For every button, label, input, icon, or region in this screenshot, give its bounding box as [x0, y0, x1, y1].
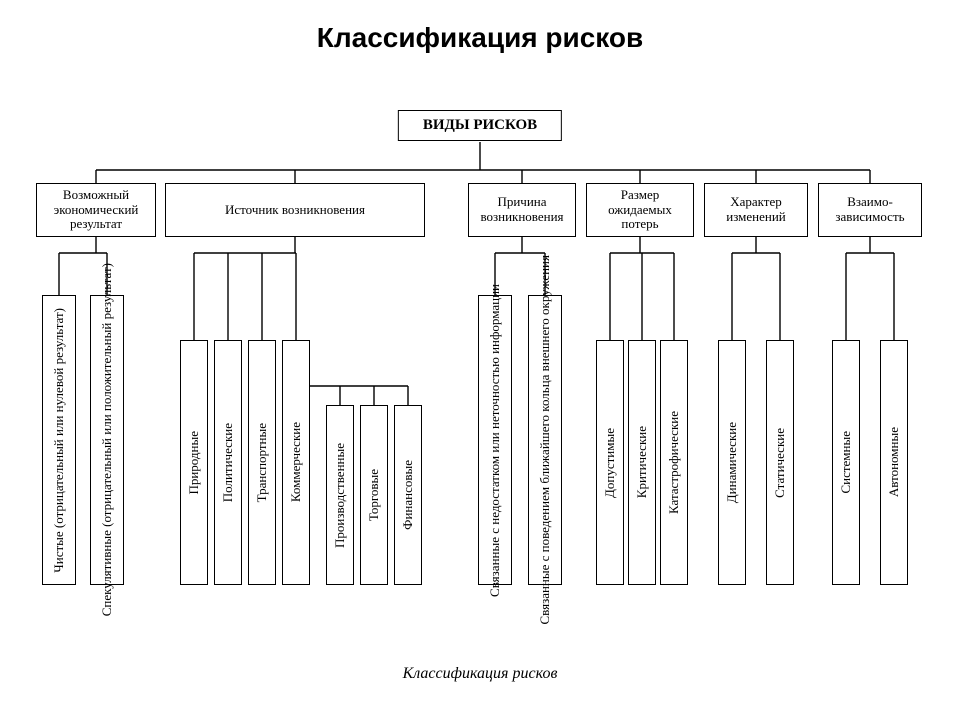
leaf-polit: Политические — [214, 340, 242, 585]
category-label: Возможный экономический результат — [39, 188, 153, 233]
leaf-stat: Статические — [766, 340, 794, 585]
category-loss: Размер ожидаемых потерь — [586, 183, 694, 237]
caption: Классификация рисков — [0, 665, 960, 683]
category-econ: Возможный экономический результат — [36, 183, 156, 237]
category-change: Характер изменений — [704, 183, 808, 237]
diagram-page: { "title": "Классификация рисков", "root… — [0, 0, 960, 720]
category-source: Источник возникновения — [165, 183, 425, 237]
leaf-label: Природные — [187, 431, 201, 495]
leaf-label: Спекулятивные (отрицательный или положит… — [100, 263, 114, 616]
leaf-label: Автономные — [887, 427, 901, 497]
leaf-auto: Автономные — [880, 340, 908, 585]
category-label: Источник возникновения — [225, 203, 365, 218]
leaf-trade: Торговые — [360, 405, 388, 585]
leaf-prod: Производственные — [326, 405, 354, 585]
leaf-label: Политические — [221, 423, 235, 502]
leaf-label: Производственные — [333, 443, 347, 548]
leaf-label: Критические — [635, 426, 649, 498]
leaf-spec: Спекулятивные (отрицательный или положит… — [90, 295, 124, 585]
leaf-label: Коммерческие — [289, 422, 303, 502]
category-dep: Взаимо-зависимость — [818, 183, 922, 237]
leaf-label: Чистые (отрицательный или нулевой резуль… — [52, 308, 66, 573]
leaf-pure: Чистые (отрицательный или нулевой резуль… — [42, 295, 76, 585]
leaf-behav: Связанные с поведением ближайшего кольца… — [528, 295, 562, 585]
category-cause: Причина возникновения — [468, 183, 576, 237]
leaf-label: Транспортные — [255, 423, 269, 502]
leaf-nature: Природные — [180, 340, 208, 585]
leaf-commerce: Коммерческие — [282, 340, 310, 585]
leaf-label: Финансовые — [401, 460, 415, 530]
leaf-label: Торговые — [367, 469, 381, 521]
leaf-label: Статические — [773, 428, 787, 498]
category-label: Характер изменений — [707, 195, 805, 225]
category-label: Размер ожидаемых потерь — [589, 188, 691, 233]
leaf-crit: Критические — [628, 340, 656, 585]
leaf-dyn: Динамические — [718, 340, 746, 585]
leaf-label: Системные — [839, 431, 853, 494]
leaf-fin: Финансовые — [394, 405, 422, 585]
leaf-label: Связанные с поведением ближайшего кольца… — [538, 255, 552, 625]
leaf-catast: Катастрофические — [660, 340, 688, 585]
leaf-info: Связанные с недостатком или неточностью … — [478, 295, 512, 585]
category-label: Взаимо-зависимость — [821, 195, 919, 225]
leaf-label: Связанные с недостатком или неточностью … — [488, 284, 502, 597]
leaf-sys: Системные — [832, 340, 860, 585]
page-title: Классификация рисков — [0, 22, 960, 54]
leaf-label: Допустимые — [603, 428, 617, 498]
category-label: Причина возникновения — [471, 195, 573, 225]
root-node: ВИДЫ РИСКОВ — [398, 110, 562, 141]
leaf-transp: Транспортные — [248, 340, 276, 585]
leaf-accept: Допустимые — [596, 340, 624, 585]
leaf-label: Динамические — [725, 422, 739, 503]
leaf-label: Катастрофические — [667, 411, 681, 514]
